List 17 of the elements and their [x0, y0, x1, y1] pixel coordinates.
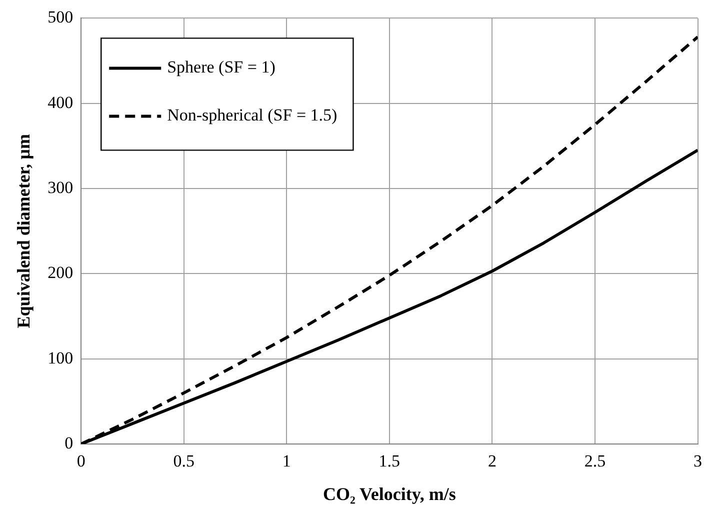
y-axis-title: Equivalend diameter, µm: [13, 134, 34, 328]
legend-label: Non-spherical (SF = 1.5): [167, 106, 338, 125]
y-tick-label: 300: [48, 178, 74, 197]
x-tick-label: 1: [282, 452, 291, 471]
x-tick-label: 0: [76, 452, 86, 471]
x-tick-label: 3: [694, 452, 702, 471]
x-tick-label: 2.5: [584, 452, 606, 471]
legend-label: Sphere (SF = 1): [167, 58, 276, 77]
x-tick-label: 1.5: [378, 452, 400, 471]
y-tick-label: 0: [64, 433, 74, 452]
y-tick-label: 400: [48, 92, 74, 112]
y-tick-label: 200: [48, 263, 74, 282]
x-axis-title: CO₂ Velocity, m/s: [322, 484, 456, 504]
y-tick-label: 500: [48, 8, 74, 27]
y-tick-label: 100: [48, 348, 74, 368]
x-tick-label: 0.5: [173, 452, 194, 471]
x-tick-label: 2: [488, 452, 496, 471]
